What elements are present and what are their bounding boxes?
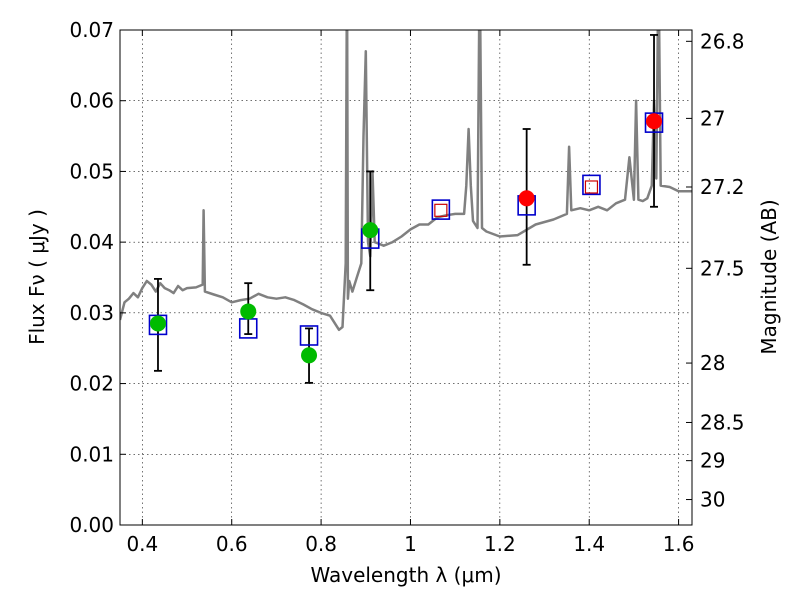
x-tick-label: 0.4	[126, 532, 158, 556]
x-tick-label: 0.8	[305, 532, 337, 556]
x-tick-label: 1.2	[484, 532, 516, 556]
y-tick-label: 0.02	[69, 372, 114, 396]
x-tick-label: 1.6	[663, 532, 695, 556]
red-point	[646, 113, 663, 130]
right-tick-label: 26.8	[700, 29, 745, 53]
x-tick-label: 1	[404, 532, 417, 556]
red-square-marker	[584, 180, 599, 194]
ticks	[120, 29, 692, 526]
blue-square-marker	[431, 199, 451, 220]
spectrum-line	[120, 30, 692, 332]
y-tick-label: 0.05	[69, 159, 114, 183]
right-tick-label: 27.5	[700, 256, 745, 280]
y-axis-label-right: Magnitude (AB)	[757, 199, 781, 354]
tick-labels: 0.4 0.6 0.8 1 1.2 1.4 1.6 0.00 0.01 0.02 0.03 0.04 0…	[69, 18, 744, 556]
blue-square-marker	[582, 174, 601, 196]
right-tick-label: 27	[700, 106, 725, 130]
right-tick-label: 30	[700, 488, 725, 512]
green-point	[240, 303, 257, 320]
y-tick-label: 0.01	[69, 442, 114, 466]
blue-square-marker	[148, 314, 168, 336]
right-tick-label: 27.2	[700, 175, 745, 199]
axes-frame	[119, 29, 693, 526]
green-point	[149, 315, 166, 332]
y-tick-label: 0.07	[69, 18, 114, 42]
right-tick-label: 29	[700, 449, 725, 473]
x-tick-label: 0.6	[216, 532, 248, 556]
y-tick-label: 0.03	[69, 301, 114, 325]
green-point	[362, 222, 379, 239]
red-square-marker	[434, 203, 448, 217]
right-tick-label: 28	[700, 351, 725, 375]
y-tick-label: 0.00	[69, 513, 114, 537]
blue-square-marker	[644, 112, 664, 133]
red-point	[518, 190, 535, 207]
x-axis-label: Wavelength λ (μm)	[310, 563, 501, 587]
green-point	[301, 347, 318, 364]
right-tick-label: 28.5	[700, 410, 745, 434]
x-tick-label: 1.4	[573, 532, 605, 556]
blue-square-marker	[299, 325, 319, 346]
y-tick-label: 0.04	[69, 230, 114, 254]
y-tick-label: 0.06	[69, 89, 114, 113]
y-axis-label: Flux Fν ( μJy )	[25, 209, 49, 345]
plot-area	[120, 30, 692, 384]
